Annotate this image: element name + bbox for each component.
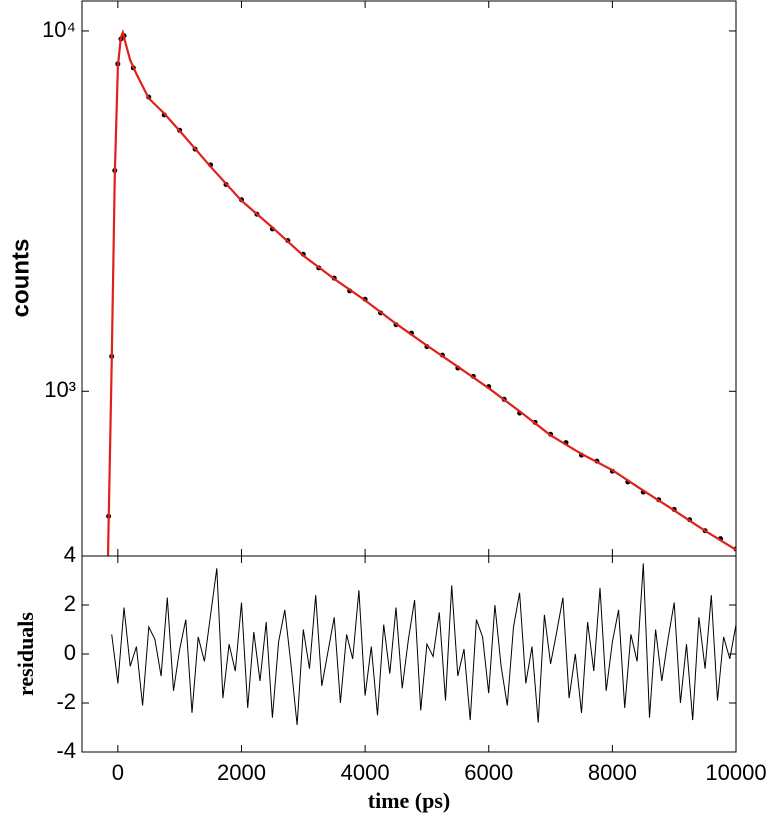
x-tick-label: 10000 <box>705 760 766 785</box>
fit-line <box>106 28 736 556</box>
x-tick-label: 4000 <box>341 760 390 785</box>
x-axis-label: time (ps) <box>368 788 450 813</box>
x-tick-label: 8000 <box>588 760 637 785</box>
y-tick-label: 2 <box>64 591 76 616</box>
y-axis-label: counts <box>7 239 34 318</box>
y-tick-label: -4 <box>56 738 76 763</box>
residual-line <box>111 563 736 726</box>
x-tick-label: 2000 <box>217 760 266 785</box>
y-tick-label: -2 <box>56 689 76 714</box>
x-tick-label: 6000 <box>464 760 513 785</box>
y-axis-label: residuals <box>13 612 38 696</box>
x-tick-label: 0 <box>112 760 124 785</box>
plot-frame <box>81 0 737 557</box>
y-tick-label: 0 <box>64 640 76 665</box>
y-tick-label: 10³ <box>44 377 76 402</box>
y-tick-label: 10⁴ <box>42 17 76 42</box>
y-tick-label: 4 <box>64 542 76 567</box>
